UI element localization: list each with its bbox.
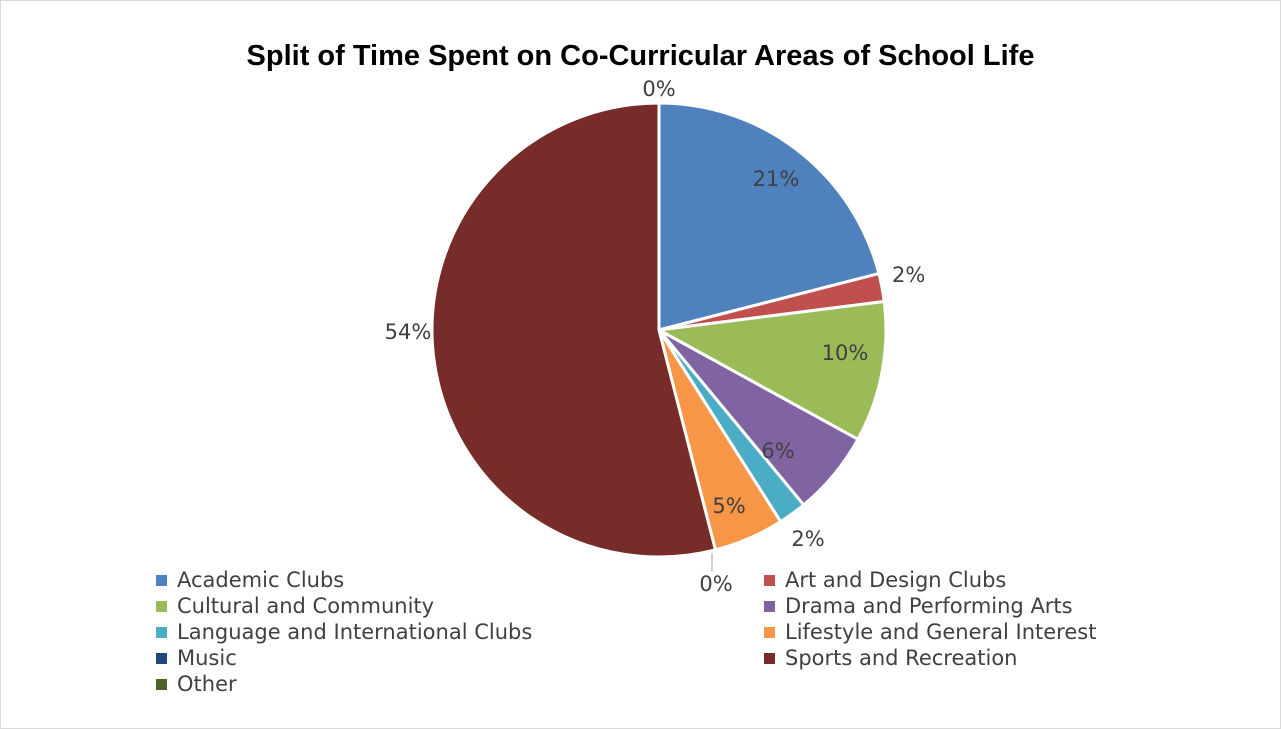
legend-label: Art and Design Clubs [785, 568, 1007, 592]
legend-swatch [156, 626, 167, 638]
data-label-other: 0% [642, 77, 675, 101]
legend-item: Other [156, 672, 237, 696]
pie-slice-academic-clubs [657, 101, 881, 332]
legend-item: Cultural and Community [156, 594, 434, 618]
legend-swatch [764, 600, 775, 612]
data-label-art-and-design-clubs: 2% [892, 263, 925, 287]
data-label-academic-clubs: 21% [753, 167, 800, 191]
data-label-music: 0% [699, 572, 732, 596]
legend-swatch [156, 600, 167, 612]
legend-swatch [764, 652, 775, 664]
legend-swatch [156, 574, 167, 586]
data-label-cultural-and-community: 10% [822, 341, 869, 365]
data-label-sports-and-recreation: 54% [385, 320, 432, 344]
legend-label: Sports and Recreation [785, 646, 1018, 670]
legend-swatch [156, 652, 167, 664]
legend-item: Sports and Recreation [764, 646, 1017, 670]
legend-swatch [764, 626, 775, 638]
legend-item: Music [156, 646, 237, 670]
legend-label: Cultural and Community [177, 594, 435, 618]
pie-slice-cultural-and-community [657, 300, 888, 441]
chart-title: Split of Time Spent on Co-Curricular Are… [246, 40, 1035, 72]
legend-item: Art and Design Clubs [764, 568, 1006, 592]
legend: Academic Clubs Art and Design Clubs Cultur… [156, 568, 1156, 728]
legend-item: Language and International Clubs [156, 620, 532, 644]
legend-item: Academic Clubs [156, 568, 344, 592]
legend-label: Academic Clubs [177, 568, 345, 592]
legend-label: Other [177, 672, 237, 696]
legend-item: Drama and Performing Arts [764, 594, 1073, 618]
data-label-drama-and-performing-arts: 6% [761, 439, 794, 463]
pie-slice-sports-and-recreation [430, 101, 717, 559]
legend-item: Lifestyle and General Interest [764, 620, 1096, 644]
legend-label: Lifestyle and General Interest [785, 620, 1097, 644]
legend-label: Drama and Performing Arts [785, 594, 1073, 618]
data-label-language-and-international-clubs: 2% [791, 527, 824, 551]
legend-label: Language and International Clubs [177, 620, 533, 644]
legend-label: Music [177, 646, 237, 670]
legend-swatch [156, 678, 167, 690]
legend-swatch [764, 574, 775, 586]
data-label-lifestyle-and-general-interest: 5% [712, 494, 745, 518]
